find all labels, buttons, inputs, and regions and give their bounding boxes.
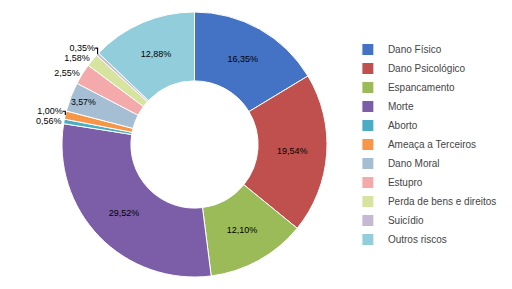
- svg-text:29,52%: 29,52%: [109, 208, 140, 218]
- svg-text:Dano Moral: Dano Moral: [388, 158, 440, 169]
- svg-text:1,00%: 1,00%: [37, 106, 63, 116]
- svg-text:16,35%: 16,35%: [227, 54, 258, 64]
- svg-text:Ameaça a Terceiros: Ameaça a Terceiros: [388, 139, 476, 150]
- svg-text:12,88%: 12,88%: [141, 49, 172, 59]
- svg-text:12,10%: 12,10%: [227, 225, 258, 235]
- svg-text:0,35%: 0,35%: [70, 43, 96, 53]
- svg-text:3,57%: 3,57%: [71, 97, 96, 107]
- svg-text:Outros riscos: Outros riscos: [388, 234, 447, 245]
- svg-text:Dano Psicológico: Dano Psicológico: [388, 63, 466, 74]
- svg-text:Espancamento: Espancamento: [388, 82, 455, 93]
- svg-text:Dano Físico: Dano Físico: [388, 44, 442, 55]
- svg-text:Perda de bens e direitos: Perda de bens e direitos: [388, 196, 496, 207]
- svg-text:Suicídio: Suicídio: [388, 215, 424, 226]
- svg-text:1,58%: 1,58%: [64, 53, 90, 63]
- svg-text:Aborto: Aborto: [388, 120, 418, 131]
- svg-text:19,54%: 19,54%: [277, 146, 308, 156]
- svg-text:0,56%: 0,56%: [36, 116, 62, 126]
- svg-text:Morte: Morte: [388, 101, 414, 112]
- svg-text:Estupro: Estupro: [388, 177, 423, 188]
- svg-text:2,55%: 2,55%: [54, 68, 80, 78]
